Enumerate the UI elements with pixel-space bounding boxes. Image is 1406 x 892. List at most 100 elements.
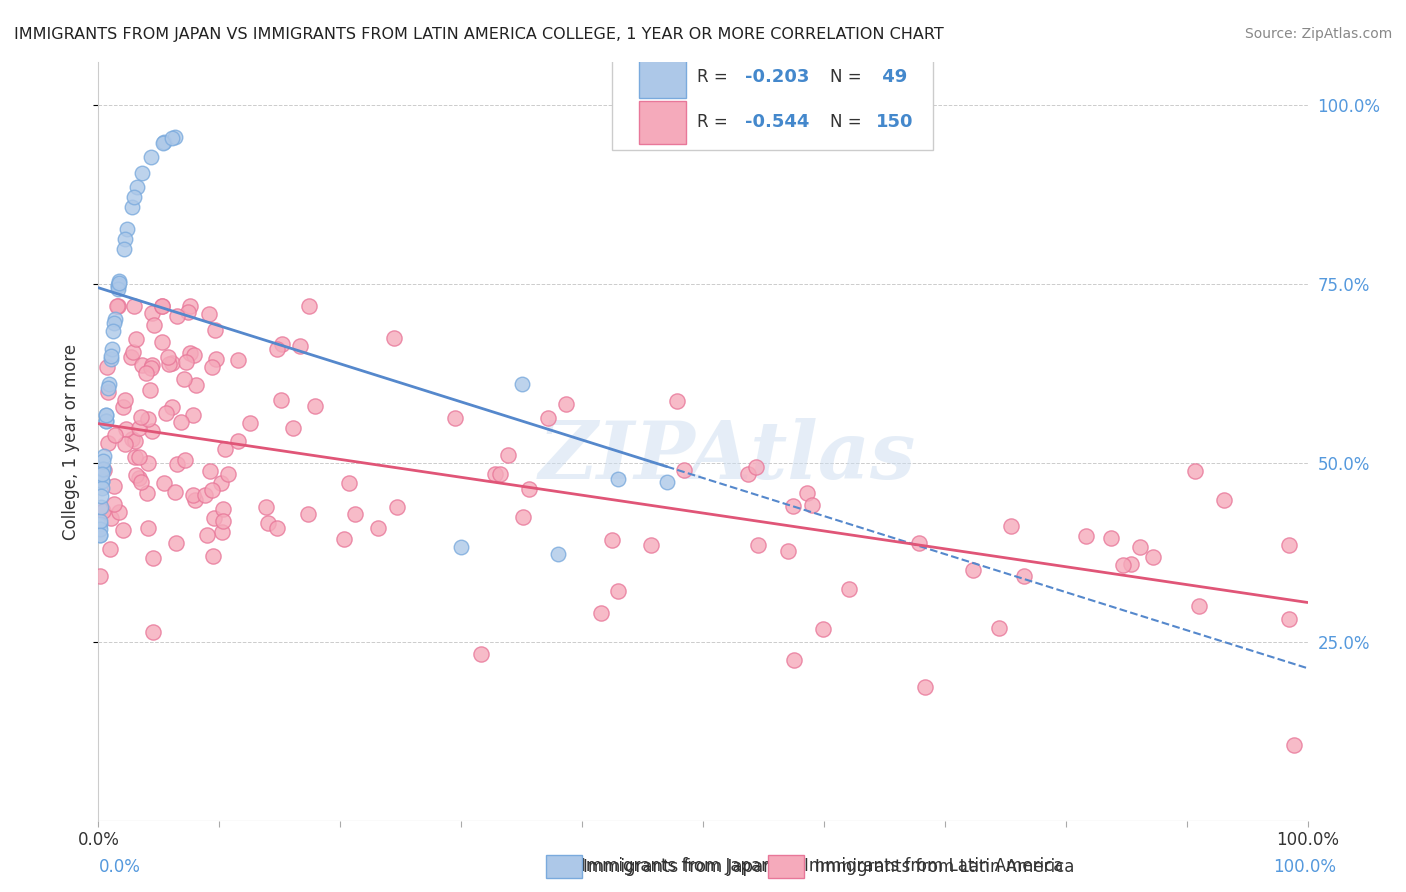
Point [344, 508, 367, 522]
Point [1000, 519, 1022, 533]
Text: Immigrants from Latin America: Immigrants from Latin America [804, 857, 1063, 875]
Point [115, 422, 138, 436]
Point [194, 488, 217, 502]
Point [97, 436, 120, 450]
Point [517, 482, 540, 496]
Point [89, 527, 111, 541]
Point [155, 406, 177, 420]
Point [607, 472, 630, 486]
Point [1129, 541, 1152, 555]
Point [97, 384, 120, 399]
Point [1278, 538, 1301, 552]
Text: Immigrants from Japan: Immigrants from Japan [583, 858, 775, 876]
Point [1121, 557, 1143, 571]
Point [131, 358, 153, 372]
Point [89, 517, 111, 532]
Point [107, 299, 129, 313]
Point [150, 299, 173, 313]
Point [1278, 612, 1301, 626]
Point [160, 130, 183, 145]
Point [98, 541, 121, 556]
Point [96, 360, 118, 375]
Point [907, 535, 929, 549]
Point [114, 232, 136, 246]
Point [122, 299, 145, 313]
Text: -0.544: -0.544 [745, 113, 810, 131]
Point [112, 523, 135, 537]
Point [141, 425, 163, 439]
Point [239, 416, 262, 430]
Point [105, 299, 128, 313]
Point [783, 653, 806, 667]
Point [129, 409, 152, 424]
Point [107, 282, 129, 296]
FancyBboxPatch shape [638, 55, 686, 98]
Point [195, 527, 218, 541]
Point [166, 457, 188, 471]
Point [107, 279, 129, 293]
Point [1074, 529, 1097, 543]
Point [226, 353, 249, 368]
Point [90, 489, 112, 503]
Point [166, 310, 188, 324]
Point [103, 497, 125, 511]
Point [1188, 599, 1211, 614]
Point [142, 624, 165, 639]
Point [143, 318, 166, 333]
Point [107, 278, 129, 293]
Point [470, 647, 492, 661]
Point [136, 412, 159, 426]
Point [782, 500, 804, 514]
Point [297, 507, 319, 521]
Point [120, 350, 142, 364]
Point [211, 524, 233, 539]
Text: □: □ [553, 857, 572, 877]
Point [914, 681, 936, 695]
Text: 0.0%: 0.0% [98, 858, 141, 876]
Point [135, 485, 157, 500]
Point [96, 409, 118, 423]
Point [125, 467, 148, 482]
Point [304, 400, 326, 414]
Point [121, 432, 143, 446]
Point [160, 356, 183, 370]
Point [103, 325, 125, 339]
Point [124, 190, 146, 204]
Point [139, 384, 162, 398]
Point [589, 606, 612, 620]
Point [204, 323, 226, 337]
Point [100, 511, 122, 525]
Point [484, 467, 506, 481]
Point [93, 449, 115, 463]
Point [169, 415, 191, 429]
Point [1184, 464, 1206, 478]
Point [91, 462, 114, 476]
Point [89, 522, 111, 536]
Point [124, 332, 146, 346]
Point [198, 464, 221, 478]
Point [163, 485, 186, 500]
Point [367, 521, 389, 535]
Text: ZIPAtlas: ZIPAtlas [538, 418, 915, 495]
Point [108, 506, 131, 520]
Point [838, 582, 860, 596]
Point [112, 400, 135, 414]
Point [97, 381, 120, 395]
Point [184, 492, 207, 507]
Point [214, 442, 236, 456]
Point [139, 150, 162, 164]
Point [201, 483, 224, 497]
Point [333, 532, 356, 546]
Point [100, 352, 122, 367]
Point [152, 136, 174, 150]
Point [1099, 531, 1122, 545]
Text: 150: 150 [876, 113, 914, 131]
Point [91, 467, 114, 482]
Point [205, 351, 228, 366]
Point [114, 437, 136, 451]
Text: 100.0%: 100.0% [1272, 858, 1336, 876]
Point [745, 460, 768, 475]
Point [127, 180, 149, 194]
Point [1213, 492, 1236, 507]
Point [97, 377, 120, 392]
